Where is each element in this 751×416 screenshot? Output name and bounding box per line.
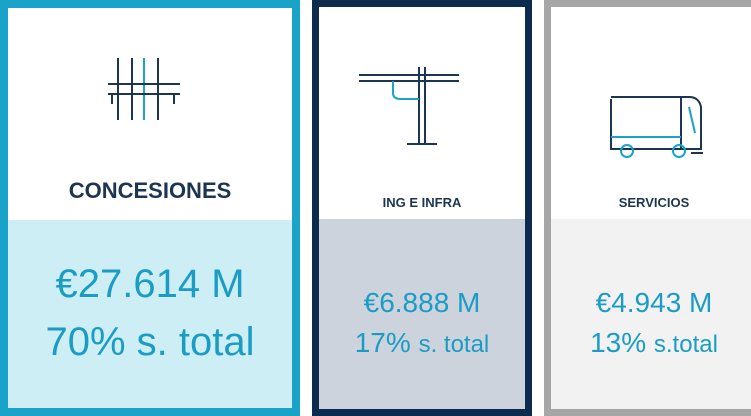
crane-icon [359, 67, 459, 145]
card-top: CONCESIONES [8, 8, 292, 220]
share-suffix: s.total [653, 331, 718, 358]
card: SERVICIOS €4.943 M 13% s.total [544, 0, 751, 416]
card-bottom: €6.888 M 17% s. total [319, 219, 525, 409]
card-title: ING E INFRA [382, 195, 462, 210]
van-icon [610, 96, 703, 158]
card: ING E INFRA €6.888 M 17% s. total [312, 0, 532, 416]
amount: €27.614 M [55, 262, 245, 306]
card: CONCESIONES €27.614 M 70% s. total [0, 0, 300, 416]
percent: 70% [45, 320, 126, 364]
card-title: CONCESIONES [68, 178, 232, 203]
card-top: ING E INFRA [319, 7, 525, 219]
amount: €6.888 M [363, 287, 481, 318]
bridge-icon [108, 58, 180, 120]
share: 17% s. total [319, 327, 525, 359]
share: 70% s. total [8, 320, 292, 365]
share: 13% s.total [551, 327, 751, 359]
share-suffix: s. total [418, 331, 490, 358]
amount: €4.943 M [595, 287, 713, 318]
percent: 17% [354, 327, 411, 358]
share-suffix: s. total [136, 320, 255, 364]
card-bottom: €4.943 M 13% s.total [551, 219, 751, 409]
card-title: SERVICIOS [618, 195, 690, 210]
card-bottom: €27.614 M 70% s. total [8, 220, 292, 408]
percent: 13% [590, 327, 647, 358]
card-top: SERVICIOS [551, 7, 751, 219]
